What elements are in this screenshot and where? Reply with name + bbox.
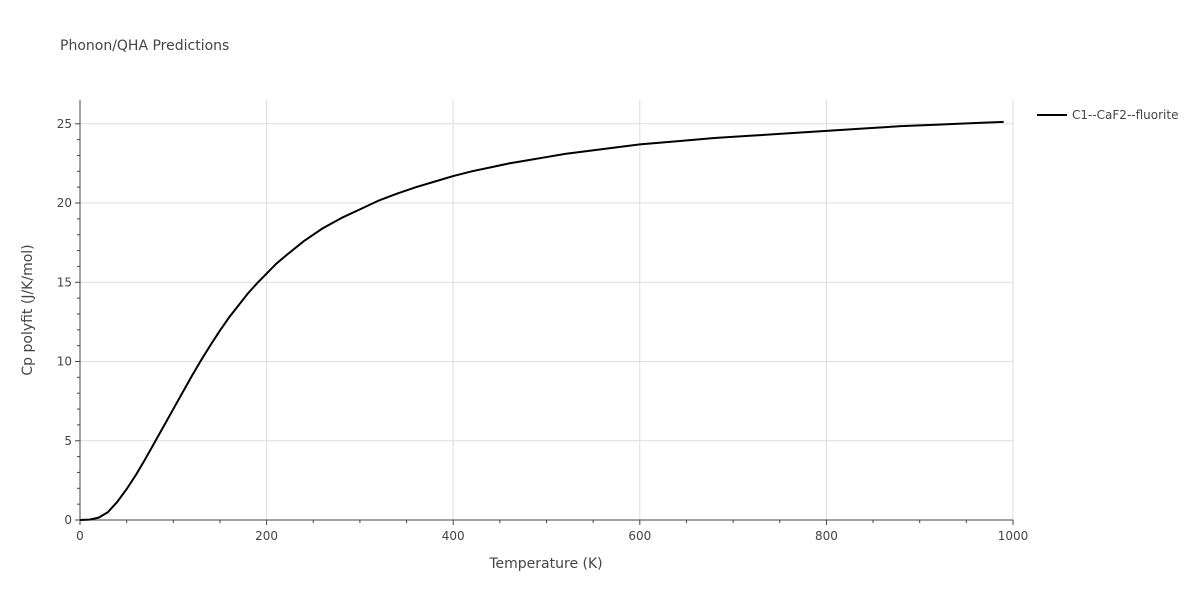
x-tick-label: 200 (255, 529, 278, 543)
x-tick-label: 600 (628, 529, 651, 543)
x-tick-label: 0 (76, 529, 84, 543)
y-tick-label: 20 (57, 196, 72, 210)
legend[interactable]: C1--CaF2--fluorite (1037, 108, 1178, 122)
legend-item-label: C1--CaF2--fluorite (1072, 108, 1178, 122)
y-axis-ticks: 0 5 10 15 20 25 (57, 117, 80, 527)
y-tick-label: 25 (57, 117, 72, 131)
series-line[interactable] (79, 120, 1004, 521)
x-axis-ticks: 0 200 400 600 800 1000 (76, 520, 1028, 543)
y-tick-label: 0 (64, 513, 72, 527)
y-tick-label: 10 (57, 355, 72, 369)
series-group (79, 120, 1004, 521)
axes (79, 100, 1013, 521)
x-tick-label: 800 (815, 529, 838, 543)
y-tick-label: 15 (57, 275, 72, 289)
x-tick-label: 1000 (998, 529, 1029, 543)
grid (80, 100, 1014, 520)
y-axis-title: Cp polyfit (J/K/mol) (20, 244, 36, 375)
y-tick-label: 5 (64, 434, 72, 448)
x-tick-label: 400 (442, 529, 465, 543)
x-axis-title: Temperature (K) (488, 556, 602, 572)
chart-title: Phonon/QHA Predictions (60, 38, 229, 54)
